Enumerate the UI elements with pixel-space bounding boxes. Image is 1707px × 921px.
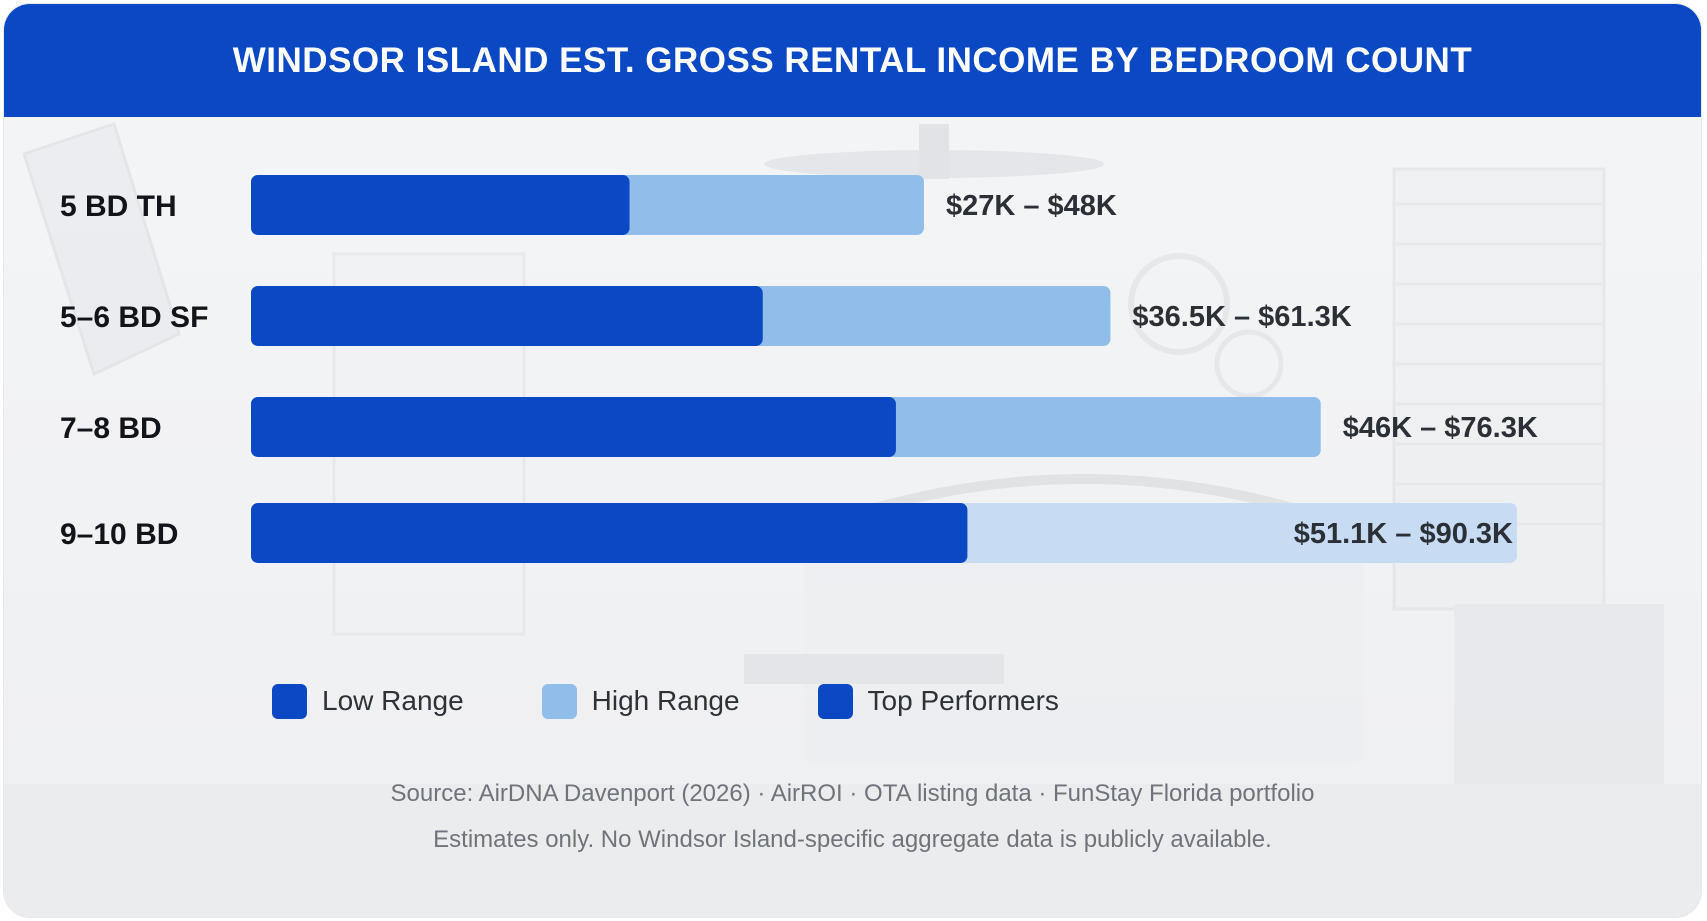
legend-item-high-range: High Range (541, 683, 740, 719)
value-label: $46K – $76.3K (1343, 412, 1538, 444)
legend: Low Range High Range Top Performers (272, 681, 1137, 721)
header-bar: WINDSOR ISLAND EST. GROSS RENTAL INCOME … (4, 4, 1701, 117)
legend-item-top-performers: Top Performers (817, 683, 1059, 719)
category-label: 7–8 BD (60, 412, 162, 445)
bar-low-range (251, 175, 630, 235)
legend-label: Low Range (322, 685, 464, 716)
bar-top-performers (251, 503, 968, 563)
bar-low-range (251, 286, 763, 346)
value-label: $27K – $48K (946, 190, 1117, 222)
legend-swatch-top-performers (817, 683, 853, 719)
value-label: $36.5K – $61.3K (1132, 301, 1351, 333)
category-label: 5–6 BD SF (60, 301, 208, 334)
legend-label: High Range (591, 685, 740, 716)
category-label: 9–10 BD (60, 518, 178, 551)
value-label: $51.1K – $90.3K (1294, 518, 1513, 550)
source-note: Source: AirDNA Davenport (2026) · AirROI… (390, 780, 1315, 807)
category-label: 5 BD TH (60, 190, 177, 223)
chart-title: WINDSOR ISLAND EST. GROSS RENTAL INCOME … (232, 40, 1473, 80)
legend-label: Top Performers (867, 685, 1059, 716)
bar-chart: 5 BD TH $27K – $48K 5–6 BD SF $36.5K – $61.… (60, 175, 1538, 563)
chart-card: WINDSOR ISLAND EST. GROSS RENTAL INCOME … (4, 4, 1701, 917)
disclaimer-note: Estimates only. No Windsor Island-specif… (433, 826, 1272, 853)
legend-item-low-range: Low Range (272, 683, 464, 719)
bar-low-range (251, 397, 896, 457)
legend-swatch-high-range (541, 683, 577, 719)
legend-swatch-low-range (272, 683, 307, 719)
